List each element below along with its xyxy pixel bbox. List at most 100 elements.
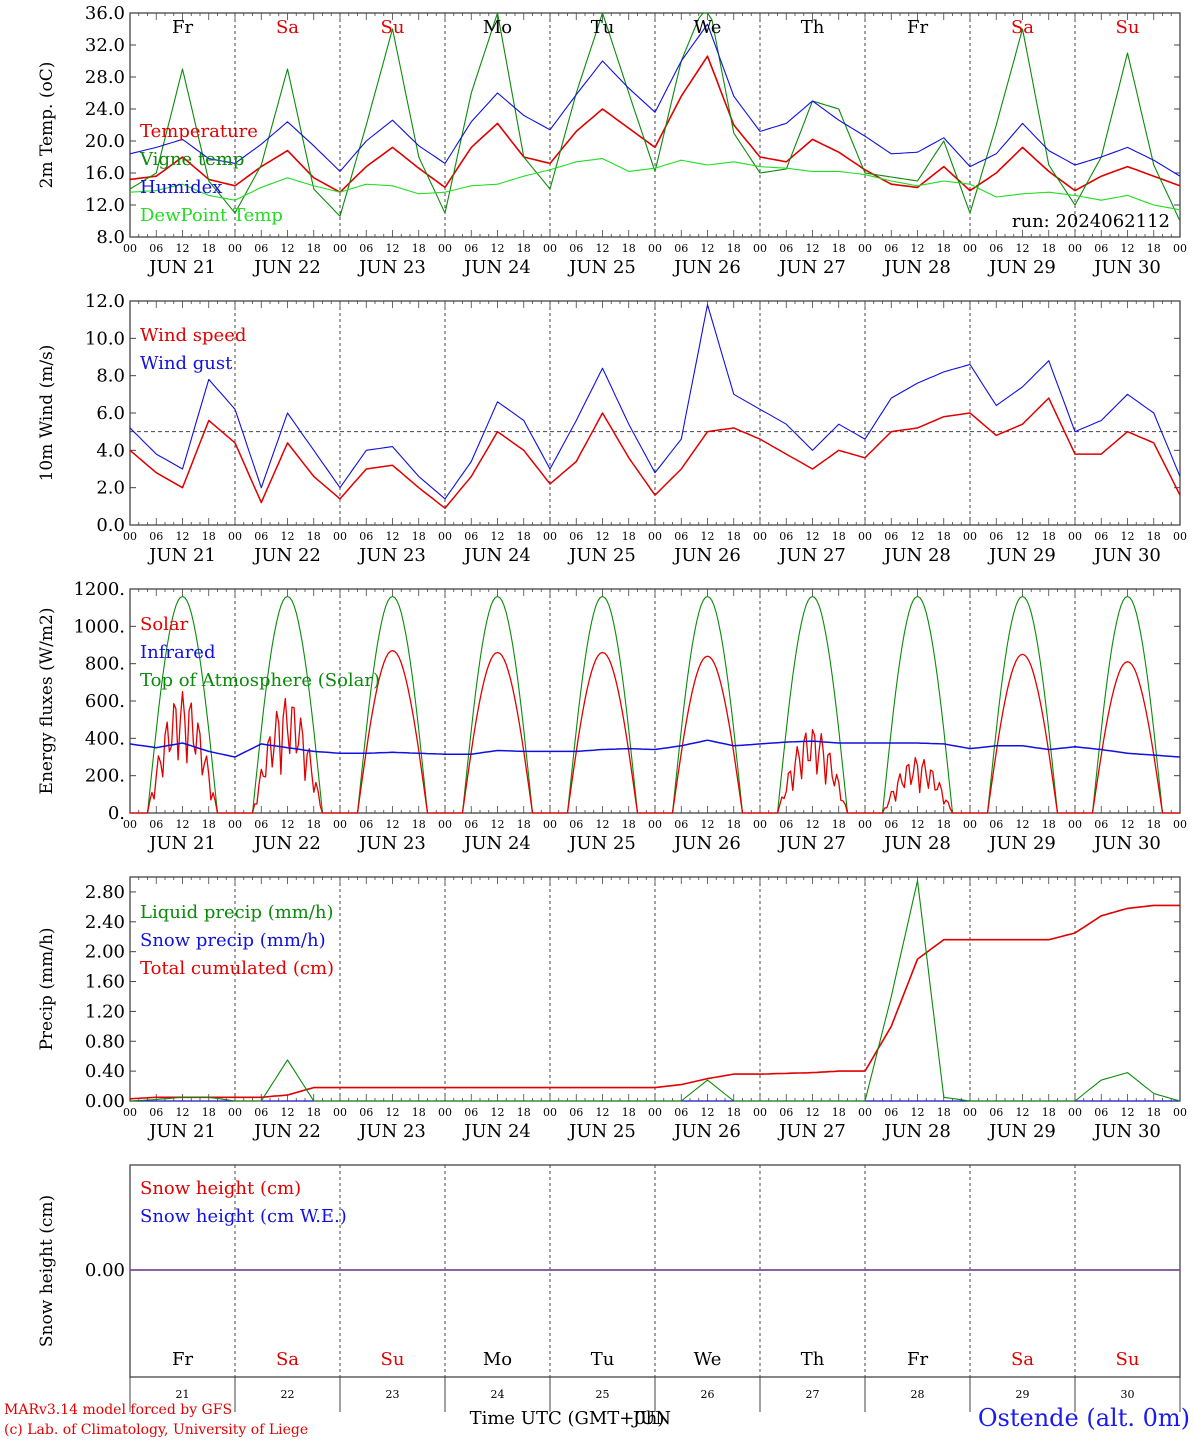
date-label: JUN 28 — [882, 545, 951, 566]
hour-tick-label: 18 — [517, 242, 531, 255]
hour-tick-label: 12 — [911, 1106, 925, 1119]
y-tick-label: 800. — [85, 654, 125, 675]
date-label: JUN 29 — [987, 545, 1056, 566]
hour-tick-label: 00 — [1173, 242, 1187, 255]
hour-tick-label: 00 — [963, 242, 977, 255]
hour-tick-label: 00 — [1068, 818, 1082, 831]
hour-tick-label: 00 — [858, 242, 872, 255]
run-annotation: run: 2024062112 — [1012, 211, 1170, 232]
hour-tick-label: 18 — [202, 818, 216, 831]
hour-tick-label: 18 — [622, 1106, 636, 1119]
hour-tick-label: 06 — [989, 818, 1003, 831]
y-tick-label: 0.80 — [85, 1031, 125, 1052]
date-label: JUN 22 — [252, 545, 321, 566]
weekday-label: Fr — [907, 17, 928, 38]
hour-tick-label: 06 — [674, 1106, 688, 1119]
hour-tick-label: 00 — [963, 530, 977, 543]
date-label: JUN 21 — [147, 545, 216, 566]
weekday-label: Th — [801, 1349, 825, 1370]
hour-tick-label: 12 — [386, 242, 400, 255]
date-label: JUN 30 — [1092, 257, 1161, 278]
date-label: JUN 25 — [567, 257, 636, 278]
hour-tick-label: 06 — [989, 530, 1003, 543]
hour-tick-label: 06 — [464, 242, 478, 255]
date-label: JUN 27 — [777, 1121, 846, 1142]
hour-tick-label: 18 — [1042, 1106, 1056, 1119]
date-label: JUN 24 — [462, 833, 531, 854]
hour-tick-label: 18 — [412, 242, 426, 255]
hour-tick-label: 12 — [911, 242, 925, 255]
legend-entry: Infrared — [140, 642, 215, 663]
hour-tick-label: 00 — [438, 242, 452, 255]
hour-tick-label: 18 — [517, 818, 531, 831]
weekday-label: Th — [801, 17, 825, 38]
series-liquid-precip-mm-h- — [129, 880, 1181, 1102]
x-axis-title-overlap: JUN — [631, 1408, 671, 1429]
hour-tick-label: 06 — [149, 242, 163, 255]
series-infrared — [129, 739, 1181, 758]
hour-tick-label: 12 — [701, 818, 715, 831]
hour-tick-label: 06 — [674, 818, 688, 831]
y-tick-label: 0.00 — [85, 1091, 125, 1112]
hour-tick-label: 18 — [1147, 1106, 1161, 1119]
hour-tick-label: 18 — [307, 1106, 321, 1119]
weekday-label: Sa — [276, 1349, 299, 1370]
hour-tick-label: 18 — [307, 818, 321, 831]
hour-tick-label: 12 — [491, 818, 505, 831]
hour-tick-label: 18 — [622, 818, 636, 831]
legend-entry: Solar — [140, 614, 189, 635]
hour-tick-label: 18 — [727, 242, 741, 255]
hour-tick-label: 00 — [648, 1106, 662, 1119]
weekday-label: We — [694, 1349, 722, 1370]
day-number-label: 24 — [491, 1388, 505, 1401]
y-tick-label: 32.0 — [85, 35, 125, 56]
y-tick-label: 2.40 — [85, 912, 125, 933]
date-label: JUN 29 — [987, 1121, 1056, 1142]
y-axis-label: Precip (mm/h) — [37, 927, 57, 1050]
hour-tick-label: 18 — [1042, 242, 1056, 255]
date-label: JUN 23 — [357, 545, 426, 566]
credit-line-2: (c) Lab. of Climatology, University of L… — [4, 1422, 308, 1438]
y-axis-label: Energy fluxes (W/m2) — [37, 608, 57, 795]
weekday-label: Sa — [276, 17, 299, 38]
legend-entry: Total cumulated (cm) — [140, 958, 334, 979]
hour-tick-label: 18 — [202, 1106, 216, 1119]
hour-tick-label: 12 — [1121, 818, 1135, 831]
hour-tick-label: 06 — [254, 818, 268, 831]
hour-tick-label: 18 — [1147, 242, 1161, 255]
date-label: JUN 26 — [672, 833, 741, 854]
hour-tick-label: 00 — [333, 530, 347, 543]
hour-tick-label: 06 — [569, 242, 583, 255]
hour-tick-label: 00 — [438, 1106, 452, 1119]
hour-tick-label: 18 — [937, 530, 951, 543]
legend-entry: Wind gust — [140, 353, 233, 374]
legend-entry: Wind speed — [140, 325, 246, 346]
hour-tick-label: 00 — [1068, 1106, 1082, 1119]
hour-tick-label: 00 — [1173, 818, 1187, 831]
hour-tick-label: 00 — [963, 1106, 977, 1119]
hour-tick-label: 12 — [596, 1106, 610, 1119]
hour-tick-label: 12 — [176, 1106, 190, 1119]
hour-tick-label: 18 — [937, 242, 951, 255]
y-tick-label: 200. — [85, 766, 125, 787]
weekday-label: Su — [381, 1349, 405, 1370]
hour-tick-label: 12 — [176, 530, 190, 543]
hour-tick-label: 00 — [123, 242, 137, 255]
date-label: JUN 22 — [252, 833, 321, 854]
y-tick-label: 24.0 — [85, 99, 125, 120]
legend-entry: Snow precip (mm/h) — [140, 930, 326, 951]
series-solar — [130, 649, 1180, 814]
date-label: JUN 24 — [462, 545, 531, 566]
date-label: JUN 21 — [147, 257, 216, 278]
y-tick-label: 28.0 — [85, 67, 125, 88]
date-label: JUN 23 — [357, 257, 426, 278]
hour-tick-label: 12 — [596, 818, 610, 831]
date-label: JUN 28 — [882, 833, 951, 854]
hour-tick-label: 18 — [1042, 818, 1056, 831]
precip-panel: 00 06 12 18 00 06 12 18 00 06 12 18 00 06 12 18 00 06 12 18… — [37, 876, 1187, 1142]
hour-tick-label: 18 — [1042, 530, 1056, 543]
hour-tick-label: 18 — [307, 242, 321, 255]
weekday-label: Mo — [483, 17, 512, 38]
y-tick-label: 0. — [108, 803, 125, 824]
